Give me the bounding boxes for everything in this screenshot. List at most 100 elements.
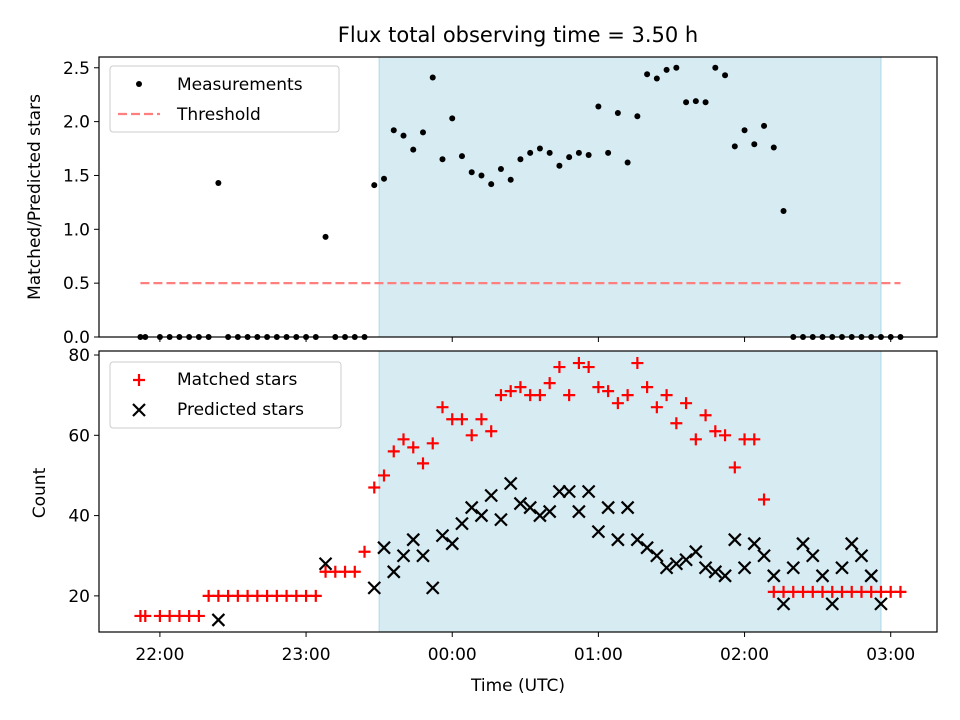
predicted-star-point [523, 500, 537, 515]
predicted-star-point [767, 569, 781, 583]
matched-star-point [514, 381, 527, 394]
legend-predicted-marker [132, 403, 146, 417]
predicted-star-point [581, 484, 596, 499]
matched-star-point [621, 389, 634, 402]
observing-window-shade-bottom [378, 351, 882, 632]
matched-star-point [397, 433, 410, 446]
matched-star-point [387, 445, 400, 458]
top-y-axis-label: Matched/Predicted stars [25, 94, 45, 300]
predicted-star-point [425, 581, 440, 595]
predicted-star-point [211, 613, 226, 627]
matched-star-point [680, 397, 693, 410]
measurement-point [215, 180, 222, 186]
bottom-y-tick-label: 40 [68, 507, 90, 527]
measurement-point [605, 149, 612, 156]
predicted-star-point [474, 508, 489, 523]
measurement-point [527, 149, 534, 156]
matched-stars-points [134, 357, 907, 622]
legend-measurements-label: Measurements [177, 75, 303, 95]
matched-star-point [553, 361, 566, 374]
matched-star-point [563, 389, 576, 402]
predicted-star-point [728, 532, 742, 547]
matched-star-point [894, 585, 907, 598]
measurement-point [419, 129, 426, 136]
matched-star-point [465, 429, 478, 442]
predicted-star-point [776, 597, 791, 611]
predicted-star-point [533, 508, 547, 523]
predicted-star-point [835, 560, 849, 575]
matched-star-point [641, 381, 654, 394]
predicted-star-point [630, 532, 645, 547]
predicted-star-point [435, 528, 450, 543]
observing-window-shade-top [378, 57, 882, 337]
matched-star-point [407, 441, 420, 454]
measurement-point [595, 103, 602, 110]
predicted-star-point [689, 544, 703, 559]
legend-measurements-marker [136, 81, 142, 87]
matched-star-point [192, 609, 205, 622]
predicted-star-point [659, 560, 674, 575]
predicted-star-point [786, 560, 801, 575]
measurement-point [400, 132, 407, 139]
top-panel: 0.0 0.5 1.0 1.5 2.0 2.5 Matched/Predicted sta… [25, 56, 938, 348]
measurement-point [390, 127, 397, 134]
predicted-star-point [503, 476, 518, 491]
measurement-point [731, 143, 738, 150]
bottom-y-tick-label: 20 [68, 587, 90, 607]
measurement-point [410, 146, 417, 153]
measurement-point [712, 64, 719, 71]
measurement-point [566, 154, 573, 161]
chart-title: Flux total observing time = 3.50 h [338, 23, 698, 47]
measurement-point [517, 156, 524, 163]
matched-star-point [485, 425, 498, 438]
matched-star-point [582, 361, 595, 374]
top-panel-frame [98, 56, 938, 338]
measurement-point [624, 159, 631, 166]
predicted-star-point [591, 524, 606, 539]
measurement-points [137, 64, 904, 340]
measurement-point [644, 71, 651, 78]
matched-star-point [611, 397, 624, 410]
matched-star-point [416, 457, 429, 470]
top-y-tick-label: 0.0 [63, 328, 90, 348]
matched-star-point [139, 609, 152, 622]
predicted-star-point [416, 548, 430, 563]
measurement-point [585, 152, 592, 158]
measurement-point [634, 113, 641, 120]
matched-star-point [455, 413, 468, 426]
matched-star-point [358, 545, 371, 558]
predicted-star-point [825, 597, 840, 611]
predicted-star-point [386, 565, 401, 579]
matched-star-point [602, 385, 615, 398]
predicted-star-point [542, 504, 557, 519]
predicted-star-point [650, 548, 664, 563]
observing-window-band [379, 351, 881, 632]
predicted-star-point [396, 548, 411, 563]
predicted-star-point [805, 548, 820, 563]
bottom-x-tick-label: 02:00 [720, 645, 769, 665]
matched-star-point [309, 589, 322, 602]
bottom-legend-box [109, 361, 342, 429]
matched-star-point [436, 401, 449, 414]
top-y-tick-label: 1.0 [63, 220, 90, 240]
predicted-star-point [864, 569, 879, 583]
predicted-star-point [406, 532, 421, 547]
measurement-point [429, 74, 436, 81]
measurement-point [322, 233, 329, 240]
predicted-star-point [562, 484, 576, 499]
measurement-point [439, 156, 446, 163]
predicted-star-point [572, 504, 586, 519]
predicted-star-point [737, 560, 752, 575]
predicted-star-point [464, 500, 479, 515]
predicted-star-point [874, 597, 888, 611]
bottom-x-tick-label: 22:00 [135, 645, 184, 665]
measurement-point [663, 66, 670, 73]
measurement-point [488, 181, 495, 188]
bottom-y-tick-label: 80 [68, 346, 90, 366]
matched-star-point [494, 389, 507, 402]
top-y-tick-label: 0.5 [63, 274, 90, 294]
predicted-star-point [611, 532, 625, 547]
matched-star-point [660, 389, 673, 402]
matched-star-point [426, 437, 439, 450]
predicted-star-point [669, 556, 684, 571]
